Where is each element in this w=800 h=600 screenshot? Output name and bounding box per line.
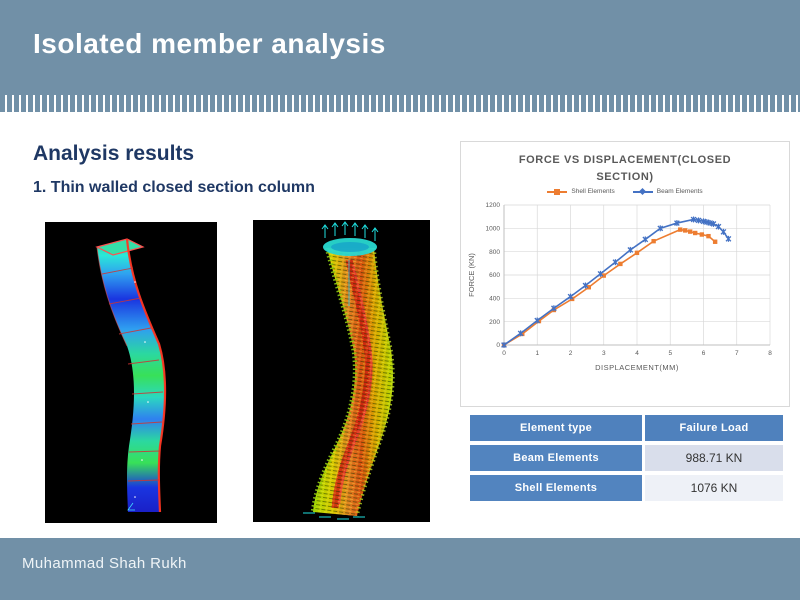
force-displacement-chart: FORCE VS DISPLACEMENT(CLOSED SECTION) Sh… xyxy=(460,141,790,407)
svg-text:4: 4 xyxy=(635,350,639,357)
table-header-element-type: Element type xyxy=(470,415,642,441)
contour-mesh-lines xyxy=(101,267,164,482)
table-row-beam-value: 988.71 KN xyxy=(645,445,783,471)
legend-label: Shell Elements xyxy=(571,188,615,196)
legend-label: Beam Elements xyxy=(656,188,703,196)
subsection-heading: 1. Thin walled closed section column xyxy=(33,179,315,196)
svg-text:FORCE (KN): FORCE (KN) xyxy=(467,253,476,297)
svg-text:2: 2 xyxy=(569,350,573,357)
svg-text:1200: 1200 xyxy=(486,202,501,209)
fea-vector-plot xyxy=(253,220,430,522)
svg-text:600: 600 xyxy=(489,272,500,279)
svg-text:5: 5 xyxy=(668,350,672,357)
vector-right-fringe xyxy=(355,247,395,517)
chart-plot-area: 0 200 400 600 800 1000 1200 0 1 2 3 4 5 6 7 8 DISPLACEME… xyxy=(467,202,772,372)
svg-text:7: 7 xyxy=(735,350,739,357)
vector-hatch-overlay xyxy=(313,248,393,516)
results-table: Element type Failure Load Beam Elements … xyxy=(470,415,783,501)
header-stripe-band xyxy=(0,95,800,112)
shell-series-marker-icon xyxy=(547,188,568,195)
beam-series-marker-icon xyxy=(632,188,653,196)
chart-title: FORCE VS DISPLACEMENT(CLOSED SECTION) xyxy=(518,154,732,184)
svg-text:1000: 1000 xyxy=(486,226,501,233)
author-name: Muhammad Shah Rukh xyxy=(22,555,187,572)
table-row-shell-label: Shell Elements xyxy=(470,475,642,501)
contour-column-edge xyxy=(125,238,167,513)
slide-header: Isolated member analysis xyxy=(0,0,800,95)
slide-footer: Muhammad Shah Rukh xyxy=(0,538,800,600)
slide-title: Isolated member analysis xyxy=(33,28,386,59)
svg-text:0: 0 xyxy=(502,350,506,357)
svg-text:3: 3 xyxy=(602,350,606,357)
svg-text:800: 800 xyxy=(489,249,500,256)
section-heading: Analysis results xyxy=(33,142,195,165)
contour-node-dots xyxy=(134,281,149,498)
svg-text:400: 400 xyxy=(489,296,500,303)
contour-column-body xyxy=(97,239,166,512)
chart-legend: Shell Elements Beam Elements xyxy=(461,188,789,196)
svg-text:6: 6 xyxy=(702,350,706,357)
contour-column-top-face xyxy=(95,238,145,256)
svg-text:1: 1 xyxy=(535,350,539,357)
svg-text:200: 200 xyxy=(489,319,500,326)
table-row-shell-value: 1076 KN xyxy=(645,475,783,501)
svg-text:0: 0 xyxy=(496,342,500,349)
table-header-failure-load: Failure Load xyxy=(645,415,783,441)
legend-item-beam-elements: Beam Elements xyxy=(632,188,703,196)
legend-item-shell-elements: Shell Elements xyxy=(547,188,615,196)
fea-contour-plot xyxy=(45,222,217,523)
svg-text:DISPLACEMENT(MM): DISPLACEMENT(MM) xyxy=(595,363,679,372)
svg-text:8: 8 xyxy=(768,350,772,357)
table-row-beam-label: Beam Elements xyxy=(470,445,642,471)
axis-triad-glyph xyxy=(127,502,135,511)
bottom-support-ticks xyxy=(303,512,365,520)
